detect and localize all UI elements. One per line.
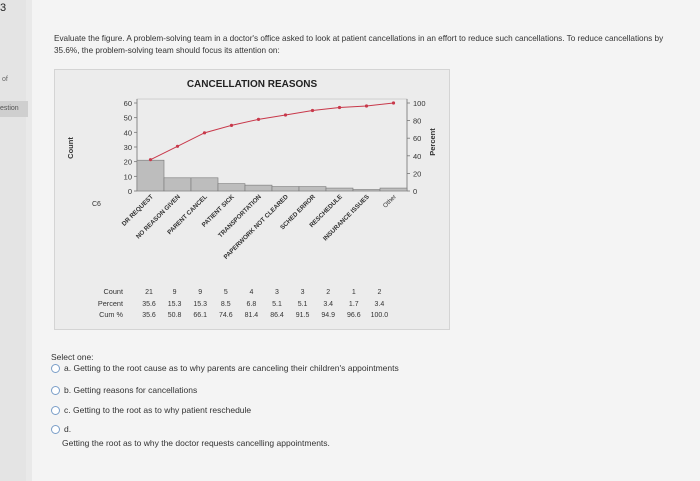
cumulative-point-7 bbox=[337, 105, 342, 110]
table-cell-2-0: 35.6 bbox=[142, 312, 156, 319]
cumulative-point-2 bbox=[202, 131, 207, 135]
table-cell-0-9: 2 bbox=[377, 289, 381, 296]
radio-b[interactable] bbox=[51, 385, 60, 395]
table-cell-2-2: 66.1 bbox=[193, 312, 207, 319]
bar-5 bbox=[271, 186, 300, 192]
table-cell-2-8: 96.6 bbox=[347, 312, 361, 319]
table-row-label-1: Percent bbox=[98, 299, 123, 308]
table-cell-1-4: 6.8 bbox=[247, 301, 257, 308]
y2-tick-label-3: 60 bbox=[413, 134, 421, 143]
cumulative-point-5 bbox=[283, 113, 288, 117]
table-cell-2-6: 91.5 bbox=[296, 312, 310, 319]
y-axis-title: Count bbox=[66, 137, 75, 159]
table-cell-1-7: 3.4 bbox=[323, 301, 333, 308]
y-tick-label-4: 40 bbox=[124, 128, 132, 137]
radio-a[interactable] bbox=[51, 363, 60, 373]
corner-label: C6 bbox=[92, 201, 101, 208]
y-tick-label-0: 0 bbox=[128, 187, 132, 196]
table-cell-0-4: 4 bbox=[249, 289, 253, 296]
option-d[interactable]: d. bbox=[51, 424, 71, 434]
option-c-letter: c. bbox=[64, 405, 71, 415]
table-cell-0-1: 9 bbox=[173, 289, 177, 296]
select-one-label: Select one: bbox=[51, 352, 94, 362]
chart-title: CANCELLATION REASONS bbox=[187, 79, 318, 90]
y-tick-label-6: 60 bbox=[124, 99, 132, 108]
bar-6 bbox=[298, 186, 327, 192]
y-tick-label-1: 10 bbox=[124, 172, 132, 181]
y2-tick-label-0: 0 bbox=[413, 187, 417, 196]
radio-d[interactable] bbox=[51, 424, 60, 434]
cumulative-point-9 bbox=[391, 101, 396, 105]
cumulative-line bbox=[150, 102, 394, 161]
table-cell-1-2: 15.3 bbox=[193, 301, 207, 308]
table-cell-0-8: 1 bbox=[352, 289, 356, 296]
bar-7 bbox=[325, 187, 354, 192]
table-cell-0-3: 5 bbox=[224, 289, 228, 296]
table-cell-1-8: 1.7 bbox=[349, 301, 359, 308]
cumulative-point-1 bbox=[175, 144, 180, 148]
option-d-text: Getting the root as to why the doctor re… bbox=[62, 438, 330, 448]
table-cell-1-9: 3.4 bbox=[375, 301, 385, 308]
option-b-text: Getting reasons for cancellations bbox=[73, 385, 198, 395]
table-cell-2-7: 94.9 bbox=[321, 312, 335, 319]
cumulative-point-6 bbox=[310, 108, 315, 113]
pareto-chart: CANCELLATION REASONS 0 10 20 30 40 50 60 0 20 40 60… bbox=[66, 79, 437, 319]
y2-axis-title: Percent bbox=[428, 128, 437, 156]
table-cell-1-5: 5.1 bbox=[272, 301, 282, 308]
y-tick-label-2: 20 bbox=[124, 158, 132, 167]
pareto-figure: CANCELLATION REASONS 0 10 20 30 40 50 60 0 20 40 60… bbox=[54, 69, 450, 330]
category-label-8: INSURANCE ISSUES bbox=[322, 193, 371, 242]
question-of-label: of bbox=[2, 76, 8, 83]
bar-8 bbox=[352, 189, 381, 192]
y2-tick-label-1: 20 bbox=[413, 169, 421, 178]
radio-c[interactable] bbox=[51, 405, 60, 415]
cumulative-point-0 bbox=[148, 158, 153, 162]
table-cell-0-6: 3 bbox=[301, 289, 305, 296]
bar-9 bbox=[379, 187, 408, 192]
option-a-text: Getting to the root cause as to why pare… bbox=[73, 363, 399, 373]
y2-tick-label-2: 40 bbox=[413, 152, 421, 161]
table-cell-2-5: 86.4 bbox=[270, 312, 284, 319]
y2-tick-label-4: 80 bbox=[413, 117, 421, 126]
table-cell-0-5: 3 bbox=[275, 289, 279, 296]
table-cell-0-2: 9 bbox=[198, 289, 202, 296]
option-b-letter: b. bbox=[64, 385, 72, 395]
question-tab[interactable]: estion bbox=[0, 101, 28, 117]
option-d-letter: d. bbox=[64, 424, 72, 434]
bar-2 bbox=[190, 177, 219, 192]
table-cell-2-9: 100.0 bbox=[371, 312, 389, 319]
option-b[interactable]: b. Getting reasons for cancellations bbox=[51, 385, 197, 395]
question-number: 3 bbox=[0, 2, 7, 14]
cumulative-point-4 bbox=[256, 117, 261, 121]
question-text: Evaluate the figure. A problem-solving t… bbox=[54, 34, 664, 55]
y-tick-label-5: 50 bbox=[124, 114, 132, 123]
table-row-label-0: Count bbox=[104, 287, 123, 296]
option-c[interactable]: c. Getting to the root as to why patient… bbox=[51, 405, 251, 415]
table-row-label-2: Cum % bbox=[99, 310, 123, 319]
table-cell-2-3: 74.6 bbox=[219, 312, 233, 319]
table-cell-2-4: 81.4 bbox=[245, 312, 259, 319]
y-tick-label-3: 30 bbox=[124, 143, 132, 152]
option-a-letter: a. bbox=[64, 363, 72, 373]
table-cell-1-6: 5.1 bbox=[298, 301, 308, 308]
cumulative-point-8 bbox=[364, 104, 369, 108]
table-cell-2-1: 50.8 bbox=[168, 312, 182, 319]
table-cell-0-0: 21 bbox=[145, 289, 153, 296]
table-cell-1-1: 15.3 bbox=[168, 301, 182, 308]
bar-0 bbox=[136, 159, 165, 192]
bar-1 bbox=[163, 177, 192, 192]
table-cell-1-0: 35.6 bbox=[142, 301, 156, 308]
question-nav-strip: 3 of estion bbox=[0, 0, 28, 481]
option-c-text: Getting to the root as to why patient re… bbox=[73, 405, 252, 415]
table-cell-1-3: 8.5 bbox=[221, 301, 231, 308]
bar-3 bbox=[217, 183, 246, 192]
cumulative-point-3 bbox=[229, 123, 234, 127]
category-label-9: Other bbox=[382, 193, 398, 209]
y2-tick-label-5: 100 bbox=[413, 99, 426, 108]
table-cell-0-7: 2 bbox=[326, 289, 330, 296]
bar-4 bbox=[244, 184, 273, 192]
option-a[interactable]: a. Getting to the root cause as to why p… bbox=[51, 363, 399, 373]
